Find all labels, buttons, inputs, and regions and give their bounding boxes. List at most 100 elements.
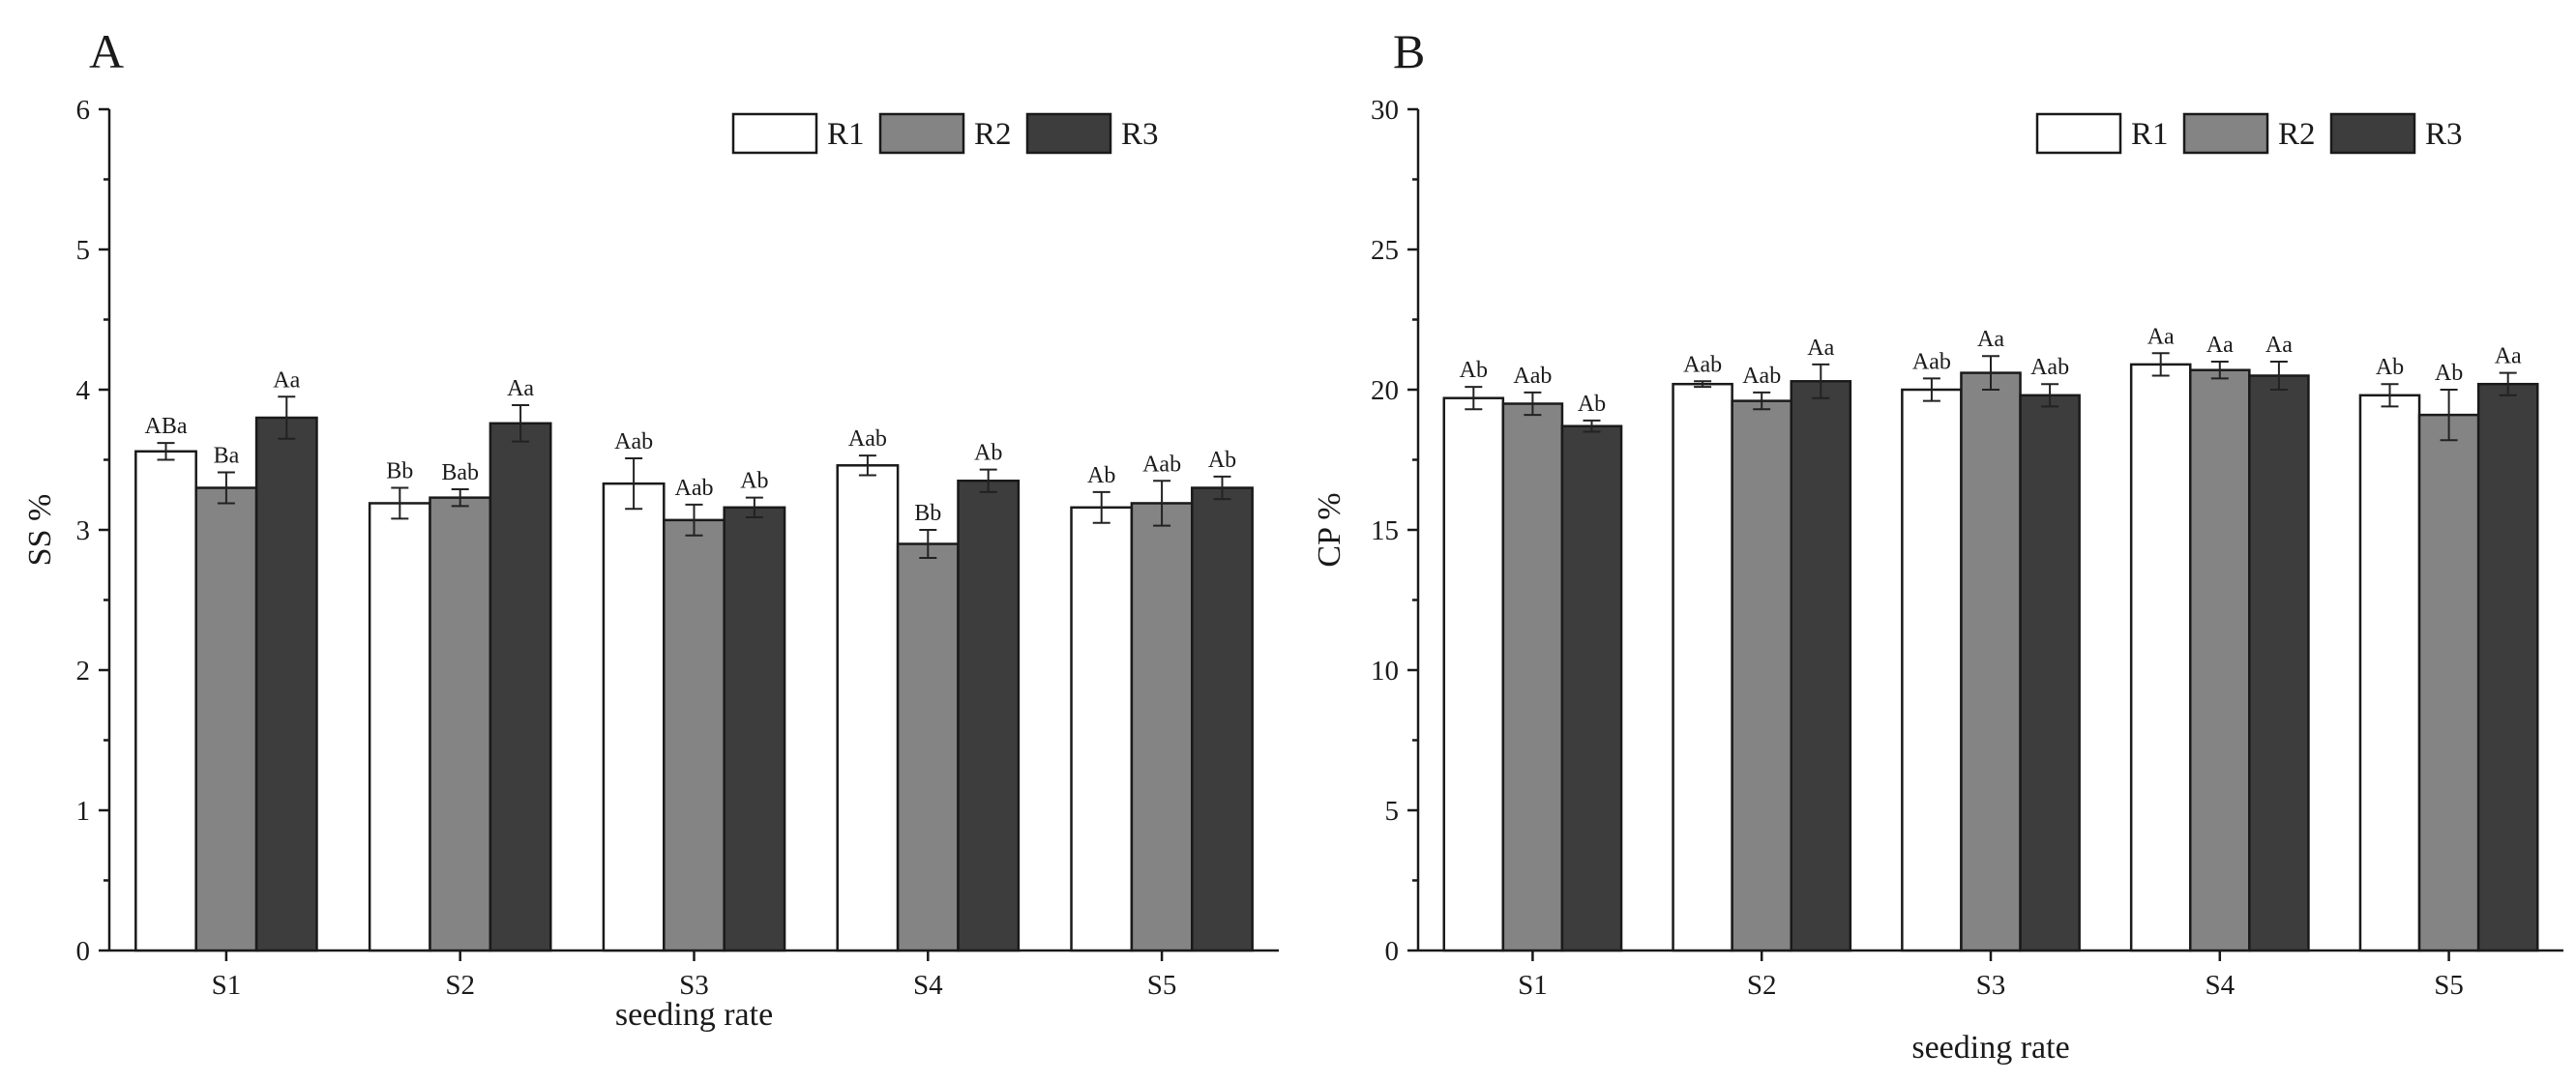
y-tick-label: 5 <box>1385 796 1400 827</box>
panel-a-chart: A 0 1 2 3 4 5 6 SS % seeding rate S1 ABa Ba Aa S2 Bb Bab… <box>22 24 1279 1033</box>
bar-r2 <box>663 518 725 952</box>
legend-swatch-r2 <box>2182 112 2269 155</box>
y-tick-label: 4 <box>76 375 91 406</box>
y-tick-label: 0 <box>76 936 91 967</box>
y-tick-label: 10 <box>1371 656 1399 687</box>
bar-r2 <box>2189 368 2251 952</box>
significance-label: Bb <box>914 501 941 526</box>
bar-r1 <box>1672 382 1733 952</box>
bar-r1 <box>2129 363 2192 952</box>
bar-r3 <box>2476 382 2539 952</box>
x-tick-label: S3 <box>679 970 709 1001</box>
significance-label: Ab <box>740 469 768 494</box>
bar-r2 <box>194 486 258 952</box>
significance-label: Ab <box>1087 463 1115 488</box>
bar-r3 <box>2248 374 2310 952</box>
legend-label: R3 <box>1121 117 1159 152</box>
legend-label: R1 <box>2131 117 2169 152</box>
bar-r1 <box>1901 388 1963 952</box>
y-tick-label: 20 <box>1371 375 1399 406</box>
significance-label: Aab <box>1683 352 1722 377</box>
panel-letter: B <box>1393 24 1425 78</box>
y-tick-label: 6 <box>76 95 91 126</box>
x-axis-title: seeding rate <box>1911 1030 2069 1066</box>
bar-r1 <box>1442 396 1505 952</box>
legend-swatch-r3 <box>2329 112 2416 155</box>
y-tick-label: 3 <box>76 515 91 546</box>
x-axis-title: seeding rate <box>615 997 773 1033</box>
bar-r2 <box>1960 371 2022 952</box>
bar-r3 <box>1790 380 1852 952</box>
x-tick-label: S5 <box>1147 970 1177 1001</box>
significance-label: Aa <box>2206 333 2234 358</box>
bar-r3 <box>1191 486 1254 952</box>
significance-label: Aab <box>1513 364 1552 389</box>
bar-r1 <box>836 464 900 952</box>
bar-r3 <box>489 422 552 952</box>
bar-r2 <box>1501 402 1564 952</box>
significance-label: Ab <box>974 441 1002 466</box>
y-tick-label: 25 <box>1371 235 1399 266</box>
bar-r2 <box>896 542 960 952</box>
significance-label: Aa <box>2147 324 2175 349</box>
legend-swatch-r1 <box>2035 112 2122 155</box>
y-tick-label: 0 <box>1385 936 1400 967</box>
x-tick-label: S2 <box>445 970 475 1001</box>
bar-r3 <box>1560 424 1623 952</box>
significance-label: Aab <box>848 426 887 452</box>
bar-r1 <box>2358 394 2421 952</box>
y-tick-label: 15 <box>1371 515 1399 546</box>
legend-swatch-r1 <box>731 112 818 155</box>
bar-r3 <box>2019 394 2081 952</box>
significance-label: Aa <box>2495 344 2522 369</box>
significance-label: Aab <box>614 429 653 454</box>
x-tick-label: S2 <box>1747 970 1777 1001</box>
significance-label: Bb <box>386 459 413 484</box>
x-tick-label: S4 <box>913 970 943 1001</box>
significance-label: Aa <box>1807 336 1834 361</box>
significance-label: Aa <box>507 376 534 401</box>
significance-label: Ab <box>2376 355 2404 380</box>
significance-label: Ab <box>1208 448 1236 473</box>
x-tick-label: S3 <box>1976 970 2006 1001</box>
significance-label: Ab <box>2435 361 2463 386</box>
y-tick-label: 5 <box>76 235 91 266</box>
bar-r2 <box>429 496 492 952</box>
legend-label: R2 <box>2278 117 2316 152</box>
significance-label: Aa <box>1977 327 2004 352</box>
significance-label: Ab <box>1460 358 1488 383</box>
bar-r1 <box>134 450 197 952</box>
panel-b-chart: B 0 5 10 15 20 25 30 CP % seeding rate S1 Ab Aab Ab S2… <box>1312 24 2563 1066</box>
legend-swatch-r2 <box>878 112 965 155</box>
bar-r2 <box>1130 502 1194 952</box>
bar-r2 <box>2417 413 2480 952</box>
x-tick-label: S1 <box>1518 970 1548 1001</box>
y-tick-label: 1 <box>76 796 91 827</box>
bar-r3 <box>957 480 1021 952</box>
significance-label: Aab <box>1142 452 1181 477</box>
legend-label: R2 <box>974 117 1012 152</box>
significance-label: ABa <box>145 414 188 439</box>
significance-label: Aab <box>1912 349 1951 374</box>
y-tick-label: 30 <box>1371 95 1399 126</box>
significance-label: Aa <box>2265 333 2293 358</box>
legend-label: R3 <box>2425 117 2463 152</box>
panel-letter: A <box>89 24 124 78</box>
bar-r3 <box>723 506 786 952</box>
bar-r2 <box>1731 399 1792 952</box>
significance-label: Aab <box>675 476 714 501</box>
significance-label: Ab <box>1578 392 1606 417</box>
x-tick-label: S1 <box>212 970 242 1001</box>
legend-swatch-r3 <box>1025 112 1112 155</box>
significance-label: Ba <box>214 444 240 469</box>
x-tick-label: S5 <box>2434 970 2464 1001</box>
y-tick-label: 2 <box>76 656 91 687</box>
y-axis-title: SS % <box>22 494 58 567</box>
bar-r1 <box>602 482 666 952</box>
bar-r1 <box>1070 506 1134 952</box>
significance-label: Aa <box>273 367 300 393</box>
y-axis-title: CP % <box>1312 492 1347 567</box>
significance-label: Aab <box>2030 355 2069 380</box>
significance-label: Bab <box>441 460 479 485</box>
